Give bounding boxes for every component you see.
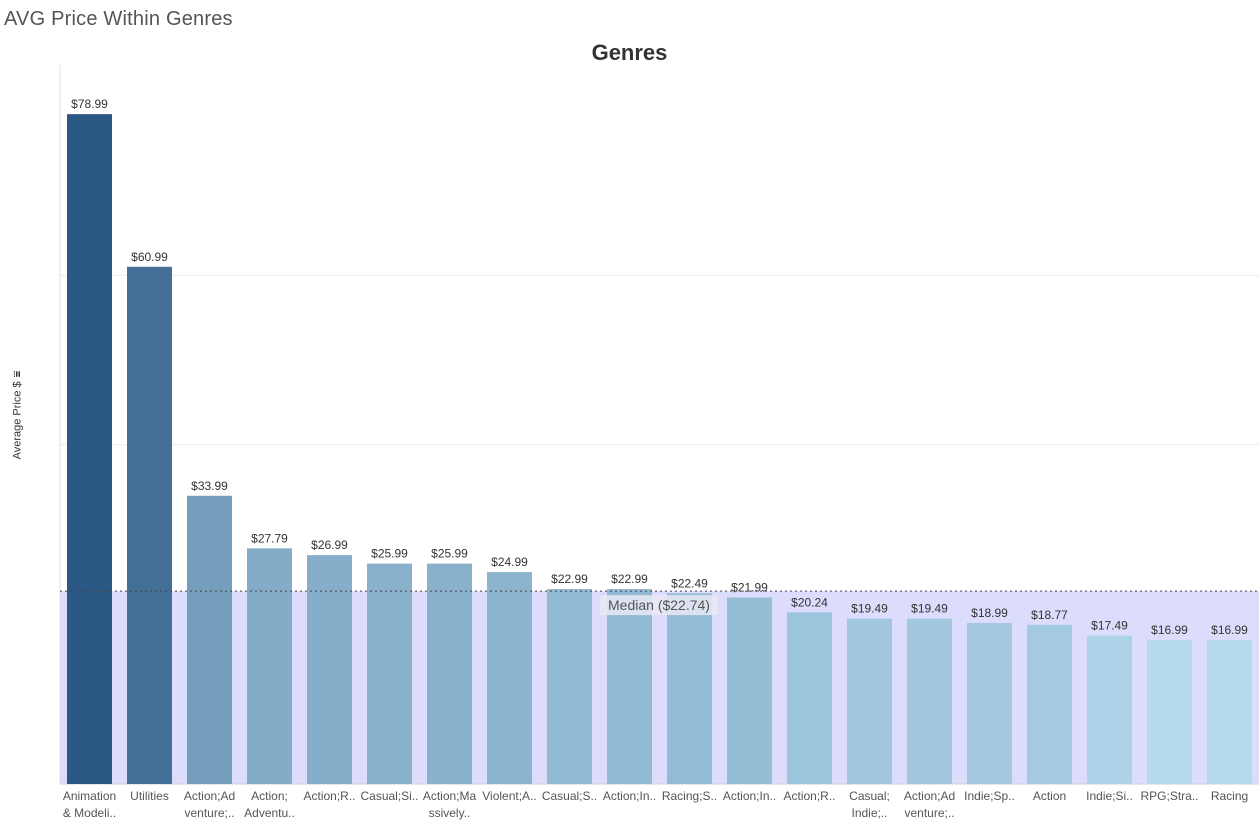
- bar[interactable]: [667, 593, 712, 784]
- bar-value-label: $26.99: [311, 538, 348, 552]
- bar-value-label: $25.99: [431, 547, 468, 561]
- x-tick-label: ssively..: [429, 806, 471, 820]
- x-tick-label: Casual;S..: [542, 789, 597, 803]
- bar-value-label: $22.99: [611, 572, 648, 586]
- bar[interactable]: [367, 563, 412, 784]
- bar[interactable]: [487, 572, 532, 784]
- bar[interactable]: [247, 548, 292, 784]
- x-tick-label: Indie;Si..: [1086, 789, 1133, 803]
- bar[interactable]: [967, 622, 1012, 784]
- bar-value-label: $16.99: [1211, 623, 1248, 637]
- x-tick-label: Violent;A..: [482, 789, 536, 803]
- bar-value-label: $27.79: [251, 531, 288, 545]
- bar-value-label: $20.24: [791, 595, 828, 609]
- x-tick-label: Racing: [1211, 789, 1248, 803]
- bar[interactable]: [547, 589, 592, 784]
- x-tick-label: Action: [1033, 789, 1066, 803]
- x-tick-label: Indie;Sp..: [964, 789, 1015, 803]
- bar[interactable]: [907, 618, 952, 784]
- median-band: [60, 591, 1259, 784]
- chart-title: Genres: [591, 40, 668, 65]
- bar[interactable]: [427, 563, 472, 784]
- x-tick-label: Action;In..: [603, 789, 656, 803]
- x-tick-label: Indie;..: [851, 806, 887, 820]
- x-tick-label: & Modeli..: [63, 806, 116, 820]
- bar-value-label: $19.49: [851, 602, 888, 616]
- bar[interactable]: [1147, 639, 1192, 784]
- bar[interactable]: [1207, 639, 1252, 784]
- bar-value-label: $22.99: [551, 572, 588, 586]
- x-tick-label: Adventu..: [244, 806, 295, 820]
- x-tick-label: Action;Ma: [423, 789, 477, 803]
- x-tick-label: Action;R..: [783, 789, 835, 803]
- x-tick-label: Action;Ad: [904, 789, 955, 803]
- x-tick-label: Animation: [63, 789, 116, 803]
- x-tick-label: Utilities: [130, 789, 169, 803]
- bar[interactable]: [127, 266, 172, 784]
- sheet-title: AVG Price Within Genres: [4, 8, 233, 30]
- bar[interactable]: [607, 589, 652, 784]
- bar-value-label: $17.49: [1091, 619, 1128, 633]
- x-tick-label: venture;..: [904, 806, 954, 820]
- bar[interactable]: [1087, 635, 1132, 784]
- bar-value-label: $24.99: [491, 555, 528, 569]
- bar-value-label: $18.77: [1031, 608, 1068, 622]
- bar[interactable]: [67, 114, 112, 785]
- bar-value-label: $19.49: [911, 602, 948, 616]
- bar-value-label: $18.99: [971, 606, 1008, 620]
- bar-value-label: $25.99: [371, 547, 408, 561]
- bar-value-label: $33.99: [191, 479, 228, 493]
- bar[interactable]: [847, 618, 892, 784]
- bar-value-label: $22.49: [671, 576, 708, 590]
- bar-value-label: $60.99: [131, 250, 168, 264]
- bar[interactable]: [307, 555, 352, 784]
- x-tick-label: Action;In..: [723, 789, 776, 803]
- x-tick-label: Racing;S..: [662, 789, 717, 803]
- x-tick-label: Casual;Si..: [360, 789, 418, 803]
- bar[interactable]: [787, 612, 832, 784]
- bar[interactable]: [187, 495, 232, 784]
- x-tick-label: Action;Ad: [184, 789, 235, 803]
- bar-value-label: $21.99: [731, 581, 768, 595]
- x-tick-label: venture;..: [184, 806, 234, 820]
- x-tick-label: RPG;Stra..: [1140, 789, 1198, 803]
- median-label-bg: [600, 595, 718, 616]
- x-tick-label: Action;: [251, 789, 288, 803]
- bar-value-label: $16.99: [1151, 623, 1188, 637]
- median-label: Median ($22.74): [608, 597, 710, 613]
- x-tick-label: Casual;: [849, 789, 890, 803]
- bar[interactable]: [1027, 624, 1072, 784]
- bar[interactable]: [727, 597, 772, 784]
- x-tick-label: Action;R..: [303, 789, 355, 803]
- bar-value-label: $78.99: [71, 97, 108, 111]
